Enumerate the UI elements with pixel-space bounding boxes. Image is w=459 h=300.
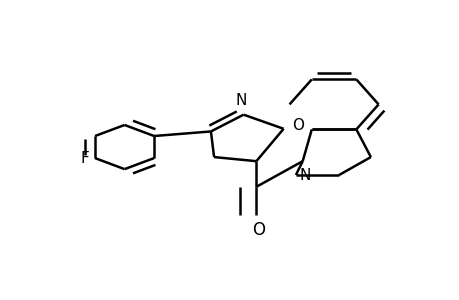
Text: N: N <box>299 168 310 183</box>
Text: O: O <box>291 118 303 133</box>
Text: O: O <box>252 221 264 239</box>
Text: F: F <box>80 151 89 166</box>
Text: N: N <box>235 93 246 108</box>
